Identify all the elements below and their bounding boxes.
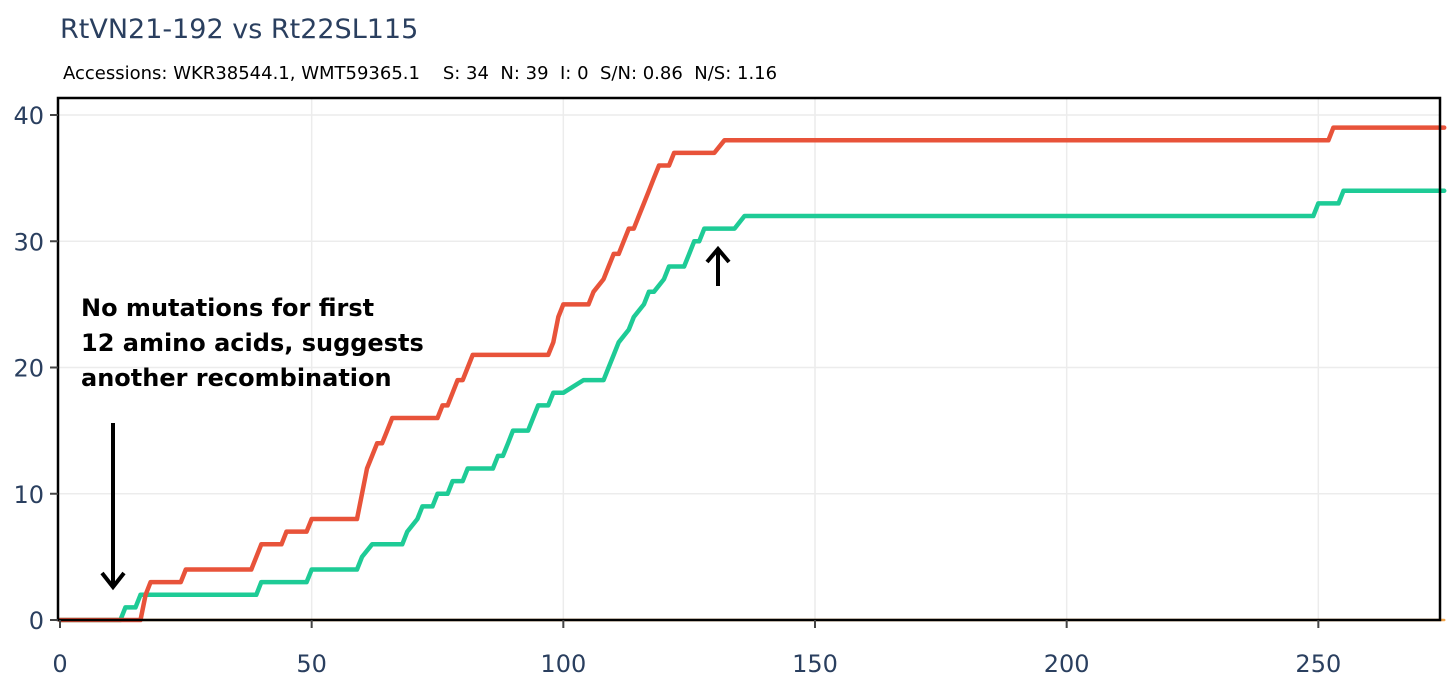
annotation-line: 12 amino acids, suggests: [81, 329, 424, 357]
x-tick-label: 250: [1295, 650, 1341, 678]
annotation-text: No mutations for first 12 amino acids, s…: [81, 291, 424, 396]
y-tick-label: 20: [13, 355, 44, 383]
chart-title: RtVN21-192 vs Rt22SL115: [60, 14, 419, 45]
grid-lines: [58, 98, 1440, 620]
axes: 0 50 100 150 200 250 0 10 20 30 40: [13, 102, 1341, 678]
y-tick-label: 0: [29, 607, 44, 635]
arrows: [100, 245, 731, 591]
y-tick-label: 40: [13, 102, 44, 130]
plot-frame: [56, 96, 1442, 622]
series-line: [57, 188, 1447, 623]
series-line: [57, 125, 1447, 623]
x-tick-label: 0: [52, 650, 67, 678]
x-tick-label: 150: [792, 650, 838, 678]
arrow-up-icon: [705, 245, 731, 286]
x-tick-label: 50: [296, 650, 327, 678]
y-tick-label: 10: [13, 481, 44, 509]
annotation-line: No mutations for first: [81, 294, 375, 322]
chart-subtitle: Accessions: WKR38544.1, WMT59365.1 S: 34…: [63, 63, 778, 84]
x-tick-label: 100: [540, 650, 586, 678]
arrow-down-icon: [100, 423, 126, 591]
annotation-line: another recombination: [81, 364, 392, 392]
y-tick-label: 30: [13, 228, 44, 256]
x-tick-label: 200: [1044, 650, 1090, 678]
